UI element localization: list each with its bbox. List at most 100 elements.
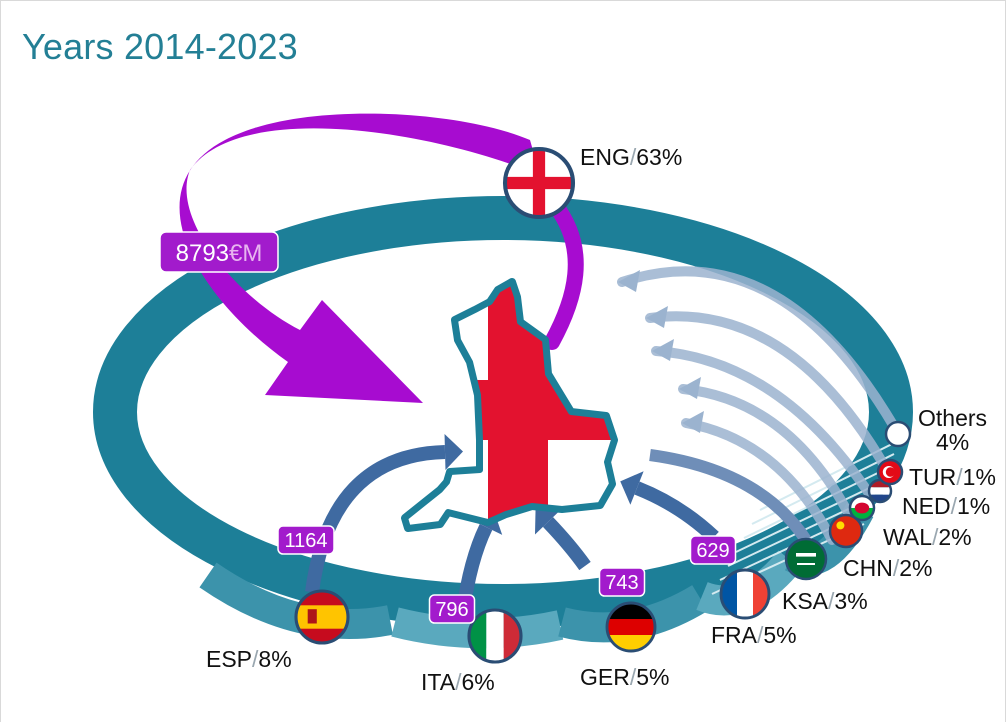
flow-minor-head <box>646 306 668 328</box>
value-badge-esp-bg <box>277 525 335 555</box>
flow-minor <box>678 384 857 525</box>
label-esp-code: ESP <box>206 646 252 672</box>
page-title: Years 2014-2023 <box>22 26 298 67</box>
ring-stripe <box>735 481 883 553</box>
label-ita-separator: / <box>455 669 462 695</box>
england-border <box>402 279 617 531</box>
value-badge-eng-unit: €M <box>229 240 262 267</box>
value-badge-eng: 8793€M <box>176 240 263 267</box>
label-wal-code: WAL <box>883 524 932 550</box>
wal-flag-border <box>848 494 876 522</box>
value-badge-eng-number: 8793 <box>176 240 229 267</box>
value-badge-fra: 629 <box>696 540 729 562</box>
label-fra: FRA/5% <box>711 622 797 648</box>
flow-minor <box>651 346 875 500</box>
label-chn: CHN/2% <box>843 555 932 581</box>
label-eng-separator: / <box>630 144 637 170</box>
label-ksa: KSA/3% <box>782 588 868 614</box>
eng-flag-icon <box>502 146 576 220</box>
label-ned-separator: / <box>951 493 958 519</box>
ita-flag-border <box>467 608 523 664</box>
label-ita-share: 6% <box>461 669 494 695</box>
value-badge-ita: 796 <box>435 599 468 621</box>
flow-head-fra <box>620 471 644 505</box>
label-fra-separator: / <box>757 622 764 648</box>
eng-flag-border <box>502 146 576 220</box>
label-ger-separator: / <box>630 664 637 690</box>
country-flags <box>294 146 912 664</box>
label-eng: ENG/63% <box>580 144 682 170</box>
flow-esp <box>305 445 446 593</box>
label-ksa-separator: / <box>828 588 835 614</box>
label-tur-separator: / <box>956 464 963 490</box>
wal-flag-icon <box>848 494 876 522</box>
flow-minor <box>681 418 837 545</box>
label-ger: GER/5% <box>580 664 669 690</box>
flow-head-esp <box>444 434 463 470</box>
label-ned-share: 1% <box>957 493 990 519</box>
label-wal-separator: / <box>932 524 939 550</box>
label-ger-share: 5% <box>636 664 669 690</box>
value-badge-eng-bg <box>159 231 279 273</box>
fra-flag-border <box>719 568 771 620</box>
flow-minor-head <box>652 339 674 361</box>
label-chn-share: 2% <box>899 555 932 581</box>
tur-flag-border <box>876 458 904 486</box>
label-tur-share: 1% <box>963 464 996 490</box>
fra-flag-icon <box>719 568 771 620</box>
chn-flag-icon <box>828 513 864 549</box>
label-others-name: Others <box>918 405 987 431</box>
label-esp-share: 8% <box>258 646 291 672</box>
value-badge-fra-bg <box>689 535 737 565</box>
label-ksa-code: KSA <box>782 588 829 614</box>
flow-eng-link <box>544 197 584 350</box>
england-map <box>401 278 618 532</box>
label-chn-separator: / <box>893 555 900 581</box>
flow-head-ger <box>534 508 562 535</box>
flow-fra <box>634 481 719 543</box>
flow-ksa <box>649 449 812 544</box>
ger-flag-border <box>605 601 657 653</box>
label-esp: ESP/8% <box>206 646 292 672</box>
others-flag-icon <box>884 420 912 448</box>
england-cross <box>405 282 614 528</box>
ita-flag-icon <box>467 608 523 664</box>
label-esp-separator: / <box>252 646 259 672</box>
label-ger-code: GER <box>580 664 630 690</box>
label-wal-share: 2% <box>938 524 971 550</box>
flow-minor-head <box>618 270 640 292</box>
flow-minor <box>617 266 901 435</box>
flow-minor <box>645 311 893 477</box>
others-flag-border <box>884 420 912 448</box>
label-tur: TUR/1% <box>909 464 996 490</box>
label-ned-code: NED <box>902 493 951 519</box>
country-labels: ENG/63%ESP/8%ITA/6% GER/5%FRA/5%KSA/3%CHN… <box>159 144 996 695</box>
label-fra-code: FRA <box>711 622 758 648</box>
label-chn-code: CHN <box>843 555 893 581</box>
flow-minor-head <box>679 377 701 399</box>
label-tur-code: TUR <box>909 464 956 490</box>
label-ita-code: ITA <box>421 669 456 695</box>
label-fra-share: 5% <box>763 622 796 648</box>
value-badge-esp: 1164 <box>284 530 327 552</box>
label-others-share: 4% <box>936 429 969 455</box>
flow-ger <box>542 517 591 571</box>
chn-flag-border <box>828 513 864 549</box>
label-wal: WAL/2% <box>883 524 972 550</box>
label-eng-code: ENG <box>580 144 630 170</box>
label-ksa-share: 3% <box>834 588 867 614</box>
value-badge-ger-bg <box>598 567 646 597</box>
ger-flag-icon <box>605 601 657 653</box>
label-ita: ITA/6% <box>421 669 495 695</box>
ksa-flag-icon <box>784 537 828 581</box>
tur-flag-icon <box>876 458 904 486</box>
label-ned: NED/1% <box>902 493 990 519</box>
value-badge-ger: 743 <box>605 572 638 594</box>
transfer-flows <box>179 113 901 613</box>
value-badge-ita-bg <box>428 594 476 624</box>
ksa-flag-border <box>784 537 828 581</box>
flow-eng-domestic <box>179 113 540 404</box>
flow-minor-head <box>682 411 704 433</box>
